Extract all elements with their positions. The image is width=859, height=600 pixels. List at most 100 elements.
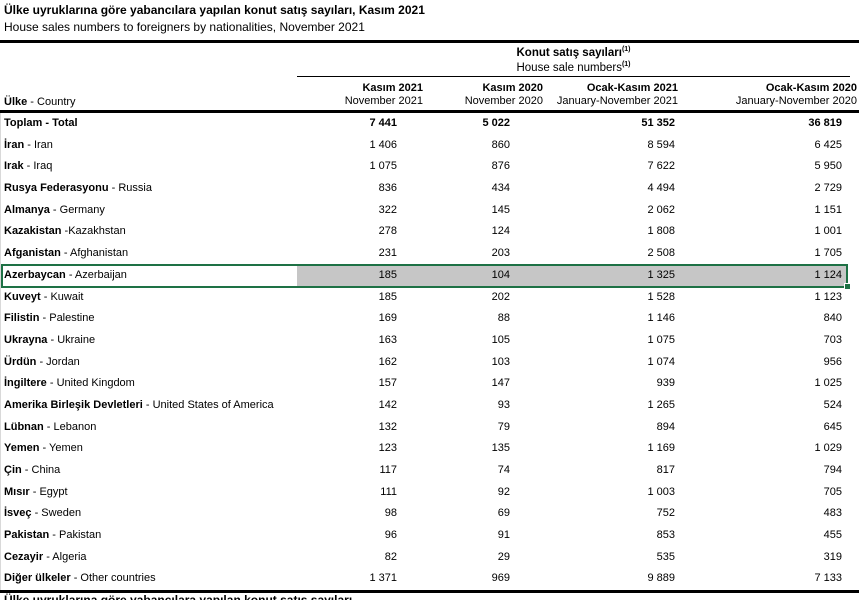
selection-outline[interactable]	[1, 263, 848, 288]
country-cell[interactable]: Azerbaycan - Azerbaijan	[1, 265, 297, 287]
value-cell[interactable]: 1 146	[647, 312, 675, 325]
value-cell[interactable]: 752	[656, 507, 675, 520]
value-cell[interactable]: 1 528	[647, 290, 675, 303]
value-cell[interactable]: 36 819	[808, 117, 842, 129]
country-cell[interactable]: İngiltere - United Kingdom	[1, 373, 297, 395]
value-cell[interactable]: 2 729	[814, 182, 842, 195]
value-cell[interactable]: 132	[378, 420, 397, 433]
country-cell[interactable]: Kuveyt - Kuwait	[1, 287, 297, 309]
country-cell[interactable]: Pakistan - Pakistan	[1, 525, 297, 547]
value-cell[interactable]: 1 371	[369, 572, 397, 585]
value-cell[interactable]: 88	[497, 312, 510, 325]
value-cell[interactable]: 1 325	[647, 268, 675, 281]
value-cell[interactable]: 69	[497, 507, 510, 520]
value-cell[interactable]: 703	[823, 333, 842, 346]
value-cell[interactable]: 162	[378, 355, 397, 368]
value-cell[interactable]: 185	[378, 290, 397, 303]
country-cell[interactable]: Ürdün - Jordan	[1, 352, 297, 374]
country-cell[interactable]: Kazakistan -Kazakhstan	[1, 221, 297, 243]
value-cell[interactable]: 853	[656, 529, 675, 542]
value-cell[interactable]: 142	[378, 398, 397, 411]
value-cell[interactable]: 123	[378, 442, 397, 455]
value-cell[interactable]: 92	[497, 485, 510, 498]
value-cell[interactable]: 82	[384, 550, 397, 563]
value-cell[interactable]: 231	[378, 247, 397, 260]
country-cell[interactable]: Irak - Iraq	[1, 156, 297, 178]
value-cell[interactable]: 98	[384, 507, 397, 520]
value-cell[interactable]: 145	[491, 203, 510, 216]
country-cell[interactable]: Rusya Federasyonu - Russia	[1, 178, 297, 200]
country-cell[interactable]: İran - Iran	[1, 135, 297, 157]
value-cell[interactable]: 163	[378, 333, 397, 346]
value-cell[interactable]: 1 265	[647, 398, 675, 411]
value-cell[interactable]: 96	[384, 529, 397, 542]
country-cell[interactable]: Almanya - Germany	[1, 200, 297, 222]
country-cell[interactable]: Ukrayna - Ukraine	[1, 330, 297, 352]
value-cell[interactable]: 322	[378, 203, 397, 216]
value-cell[interactable]: 5 950	[814, 160, 842, 173]
country-cell[interactable]: Mısır - Egypt	[1, 482, 297, 504]
value-cell[interactable]: 794	[823, 464, 842, 476]
value-cell[interactable]: 2 508	[647, 247, 675, 260]
value-cell[interactable]: 1 124	[814, 268, 842, 281]
value-cell[interactable]: 91	[497, 529, 510, 542]
value-cell[interactable]: 9 889	[647, 572, 675, 585]
value-cell[interactable]: 894	[656, 420, 675, 433]
value-cell[interactable]: 111	[380, 485, 397, 498]
value-cell[interactable]: 1 075	[369, 160, 397, 173]
value-cell[interactable]: 434	[491, 182, 510, 195]
value-cell[interactable]: 645	[823, 420, 842, 433]
value-cell[interactable]: 524	[823, 398, 842, 411]
selection-handle[interactable]	[844, 282, 851, 290]
value-cell[interactable]: 157	[378, 377, 397, 390]
country-cell[interactable]: Yemen - Yemen	[1, 438, 297, 460]
value-cell[interactable]: 1 169	[647, 442, 675, 455]
value-cell[interactable]: 817	[656, 464, 675, 476]
country-cell[interactable]: Cezayir - Algeria	[1, 547, 297, 569]
value-cell[interactable]: 1 003	[647, 485, 675, 498]
value-cell[interactable]: 1 123	[814, 290, 842, 303]
value-cell[interactable]: 1 025	[814, 377, 842, 390]
value-cell[interactable]: 79	[497, 420, 510, 433]
value-cell[interactable]: 705	[823, 485, 842, 498]
value-cell[interactable]: 836	[378, 182, 397, 195]
value-cell[interactable]: 7 441	[369, 117, 397, 129]
value-cell[interactable]: 169	[378, 312, 397, 325]
value-cell[interactable]: 93	[497, 398, 510, 411]
value-cell[interactable]: 956	[823, 355, 842, 368]
value-cell[interactable]: 969	[491, 572, 510, 585]
value-cell[interactable]: 876	[491, 160, 510, 173]
value-cell[interactable]: 103	[491, 355, 510, 368]
value-cell[interactable]: 147	[491, 377, 510, 390]
value-cell[interactable]: 1 074	[647, 355, 675, 368]
country-cell[interactable]: Amerika Birleşik Devletleri - United Sta…	[1, 395, 297, 417]
value-cell[interactable]: 29	[497, 550, 510, 563]
value-cell[interactable]: 5 022	[482, 117, 510, 129]
country-cell[interactable]: Filistin - Palestine	[1, 308, 297, 330]
value-cell[interactable]: 1 029	[814, 442, 842, 455]
value-cell[interactable]: 939	[656, 377, 675, 390]
value-cell[interactable]: 203	[491, 247, 510, 260]
value-cell[interactable]: 535	[656, 550, 675, 563]
country-cell[interactable]: Afganistan - Afghanistan	[1, 243, 297, 265]
value-cell[interactable]: 455	[823, 529, 842, 542]
value-cell[interactable]: 135	[491, 442, 510, 455]
value-cell[interactable]: 4 494	[647, 182, 675, 195]
country-cell[interactable]: Diğer ülkeler - Other countries	[1, 568, 297, 590]
value-cell[interactable]: 7 622	[647, 160, 675, 173]
value-cell[interactable]: 860	[491, 138, 510, 151]
value-cell[interactable]: 185	[378, 268, 397, 281]
value-cell[interactable]: 483	[823, 507, 842, 520]
country-cell[interactable]: Toplam - Total	[1, 113, 297, 135]
country-cell[interactable]: Çin - China	[1, 460, 297, 482]
value-cell[interactable]: 74	[497, 464, 510, 476]
value-cell[interactable]: 105	[491, 333, 510, 346]
country-cell[interactable]: İsveç - Sweden	[1, 503, 297, 525]
value-cell[interactable]: 1 705	[814, 247, 842, 260]
value-cell[interactable]: 202	[491, 290, 510, 303]
value-cell[interactable]: 7 133	[814, 572, 842, 585]
value-cell[interactable]: 8 594	[647, 138, 675, 151]
value-cell[interactable]: 278	[378, 225, 397, 238]
value-cell[interactable]: 1 075	[647, 333, 675, 346]
value-cell[interactable]: 1 001	[814, 225, 842, 238]
